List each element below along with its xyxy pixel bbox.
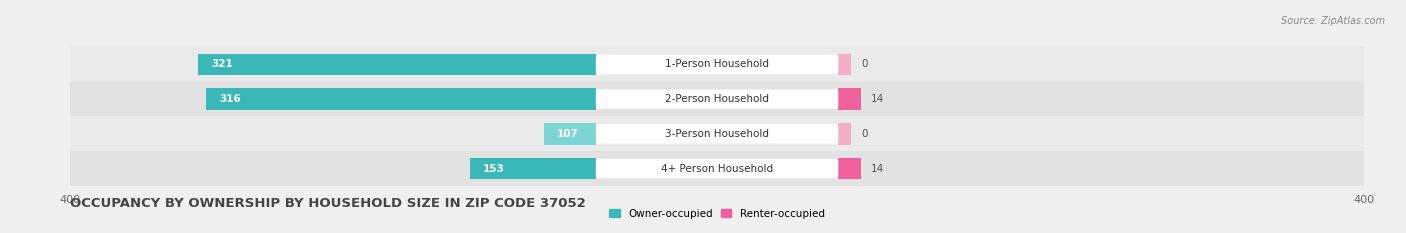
Bar: [838, 123, 851, 145]
Text: 14: 14: [870, 94, 884, 104]
Text: 3-Person Household: 3-Person Household: [665, 129, 769, 139]
Text: 153: 153: [482, 164, 505, 174]
Text: Source: ZipAtlas.com: Source: ZipAtlas.com: [1281, 16, 1385, 26]
Bar: [838, 54, 851, 75]
Text: 321: 321: [211, 59, 233, 69]
Bar: [70, 151, 1364, 186]
Bar: [838, 88, 860, 110]
Text: 1-Person Household: 1-Person Household: [665, 59, 769, 69]
FancyBboxPatch shape: [596, 159, 838, 178]
Text: 0: 0: [860, 129, 868, 139]
Text: 316: 316: [219, 94, 240, 104]
Text: 4+ Person Household: 4+ Person Household: [661, 164, 773, 174]
FancyBboxPatch shape: [596, 124, 838, 144]
Bar: [70, 82, 1364, 116]
FancyBboxPatch shape: [596, 89, 838, 109]
Bar: [470, 158, 596, 179]
Bar: [207, 88, 596, 110]
Text: 107: 107: [557, 129, 579, 139]
Legend: Owner-occupied, Renter-occupied: Owner-occupied, Renter-occupied: [609, 209, 825, 219]
Bar: [198, 54, 596, 75]
Bar: [544, 123, 596, 145]
Text: 0: 0: [860, 59, 868, 69]
Bar: [70, 47, 1364, 82]
Bar: [70, 116, 1364, 151]
Text: 14: 14: [870, 164, 884, 174]
Text: OCCUPANCY BY OWNERSHIP BY HOUSEHOLD SIZE IN ZIP CODE 37052: OCCUPANCY BY OWNERSHIP BY HOUSEHOLD SIZE…: [70, 197, 586, 210]
FancyBboxPatch shape: [596, 55, 838, 74]
Bar: [838, 158, 860, 179]
Text: 2-Person Household: 2-Person Household: [665, 94, 769, 104]
